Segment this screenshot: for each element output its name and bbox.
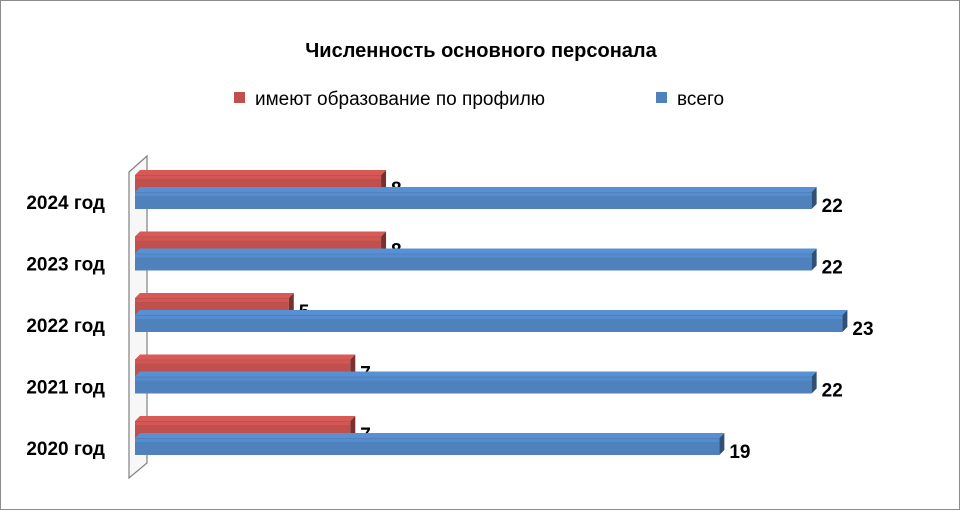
bar-total xyxy=(135,310,848,332)
data-label: 22 xyxy=(822,381,843,402)
legend-swatch-0 xyxy=(234,92,245,103)
data-label: 23 xyxy=(852,319,873,340)
plot-area: 2024 год8222023 год8222022 год5232021 го… xyxy=(26,154,874,480)
legend-label-0: имеют образование по профилю xyxy=(255,89,545,110)
legend-swatch-1 xyxy=(656,92,667,103)
data-label: 22 xyxy=(822,196,843,217)
category-label: 2020 год xyxy=(26,439,105,460)
bar-total xyxy=(135,187,817,209)
category-label: 2022 год xyxy=(26,316,105,337)
bar-total xyxy=(135,371,817,394)
category-label: 2024 год xyxy=(26,193,105,214)
data-label: 22 xyxy=(822,258,843,279)
legend: имеют образование по профилю всего xyxy=(234,89,724,110)
category-label: 2021 год xyxy=(26,378,105,399)
data-label: 19 xyxy=(729,442,750,463)
category-label: 2023 год xyxy=(26,255,105,276)
bar-total xyxy=(135,433,725,455)
legend-label-1: всего xyxy=(677,89,724,110)
bar-total xyxy=(135,248,817,271)
chart-title: Численность основного персонала xyxy=(305,40,657,62)
